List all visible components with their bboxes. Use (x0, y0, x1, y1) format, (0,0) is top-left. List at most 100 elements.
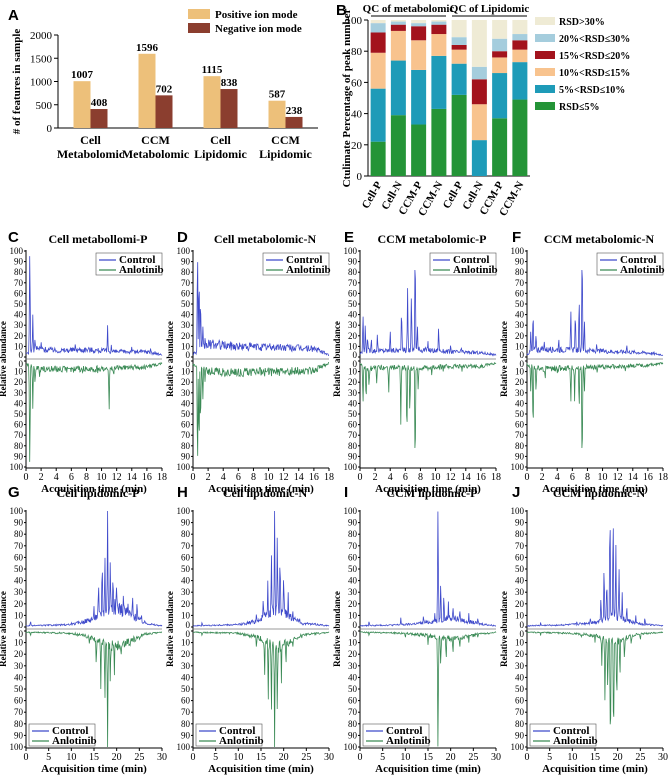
bar-segment (370, 88, 386, 142)
bar-segment (471, 104, 487, 141)
legend-label: Control (453, 254, 489, 266)
control-trace (526, 528, 664, 627)
data-label: 838 (221, 77, 238, 89)
x-tick-label: 4 (221, 472, 226, 483)
chart-f: CCM metabolomic-N10102020303040405050606… (499, 232, 668, 495)
y-tick-label: 80 (14, 529, 24, 539)
y-tick-label: 20 (348, 649, 358, 659)
bar-segment (431, 24, 447, 35)
anlotinib-trace (193, 630, 330, 748)
x-tick-label: 15 (256, 752, 266, 763)
bar-segment (411, 23, 427, 27)
y-tick-label: 0 (47, 123, 53, 135)
x-tick-label: 10 (598, 472, 608, 483)
y-tick-label: 100 (177, 246, 191, 256)
y-tick-label: 10 (515, 341, 525, 351)
y-tick-label: 60 (515, 552, 525, 562)
y-tick-label: 40 (351, 109, 363, 121)
x-tick-label: 14 (127, 472, 137, 483)
x-tick-label: 12 (613, 472, 623, 483)
y-tick-label: 20 (181, 377, 191, 387)
y-tick-label: 90 (14, 730, 24, 740)
legend-swatch (535, 68, 555, 76)
chart-c: Cell metabollomi-P1010202030304040505060… (0, 232, 167, 495)
legend-label: Control (52, 725, 88, 737)
y-tick-label: 60 (348, 552, 358, 562)
x-tick-label: 10 (400, 752, 410, 763)
bar-segment (492, 51, 508, 58)
y-tick-label: 20 (14, 331, 24, 341)
y-axis-label: Relative abundance (165, 321, 175, 397)
x-tick-label: 4 (555, 472, 560, 483)
x-tick-label: 10 (264, 472, 274, 483)
x-tick-label: 16 (309, 472, 319, 483)
y-tick-label: 60 (348, 696, 358, 706)
y-tick-label: 40 (515, 576, 525, 586)
y-tick-label: 100 (10, 742, 24, 752)
x-tick-label: 15 (89, 752, 99, 763)
y-tick-label: 0 (353, 620, 358, 630)
y-tick-label: 60 (181, 696, 191, 706)
y-axis-label: Relative abundance (0, 321, 8, 397)
y-tick-label: 40 (14, 672, 24, 682)
y-tick-label: 100 (511, 506, 525, 516)
bar (268, 100, 286, 128)
x-tick-label: 20 (446, 752, 456, 763)
x-tick-label: 18 (491, 472, 501, 483)
y-axis-label: Relative abundance (499, 591, 509, 667)
legend-label: RSD>30% (559, 17, 605, 28)
bar (220, 89, 238, 128)
x-axis-label: Acquisition time (min) (41, 483, 147, 495)
x-tick-label: 30 (491, 752, 501, 763)
y-tick-label: 60 (14, 420, 24, 430)
x-axis-label: Acquisition time (min) (41, 763, 147, 775)
y-tick-label: 10 (348, 367, 358, 377)
x-axis-label: Acquisition time (min) (208, 763, 314, 775)
category-label: Cell (80, 133, 101, 147)
x-tick-label: 5 (547, 752, 552, 763)
y-tick-label: 100 (344, 742, 358, 752)
y-tick-label: 20 (14, 377, 24, 387)
data-label: 702 (156, 83, 173, 95)
group-label: QC of Lipidomic (450, 3, 530, 15)
x-tick-label: 2 (206, 472, 211, 483)
y-tick-label: 90 (14, 451, 24, 461)
y-tick-label: 80 (14, 267, 24, 277)
y-tick-label: 90 (348, 257, 358, 267)
legend-label: Anlotinib (286, 264, 331, 276)
y-tick-label: 60 (181, 288, 191, 298)
x-tick-label: 0 (191, 752, 196, 763)
bar-segment (411, 20, 427, 24)
y-tick-label: 50 (515, 409, 525, 419)
bar-segment (390, 30, 406, 61)
x-tick-label: 10 (97, 472, 107, 483)
y-tick-label: 40 (515, 310, 525, 320)
x-tick-label: 20 (112, 752, 122, 763)
legend-label: Anlotinib (386, 735, 431, 747)
y-tick-label: 0 (353, 359, 358, 369)
bar (203, 76, 221, 128)
bar-segment (492, 118, 508, 176)
legend-swatch (535, 51, 555, 59)
x-tick-label: 6 (69, 472, 74, 483)
data-label: 1115 (202, 64, 223, 76)
y-tick-label: 70 (348, 278, 358, 288)
y-tick-label: 70 (14, 541, 24, 551)
bar-segment (411, 26, 427, 41)
y-tick-label: 50 (515, 684, 525, 694)
y-axis-label: Relative abundance (499, 321, 509, 397)
bar-segment (512, 99, 528, 176)
bar-segment (492, 20, 508, 39)
x-tick-label: 0 (525, 472, 530, 483)
x-tick-label: 8 (84, 472, 89, 483)
x-tick-label: 5 (213, 752, 218, 763)
x-tick-label: 0 (24, 472, 29, 483)
data-label: 1596 (136, 42, 159, 54)
bar-segment (512, 34, 528, 41)
bar-segment (431, 108, 447, 176)
y-tick-label: 70 (515, 278, 525, 288)
chart-title: Cell metabollomi-P (49, 232, 148, 246)
control-trace (25, 510, 163, 627)
y-axis-label: Relative abundance (165, 591, 175, 667)
